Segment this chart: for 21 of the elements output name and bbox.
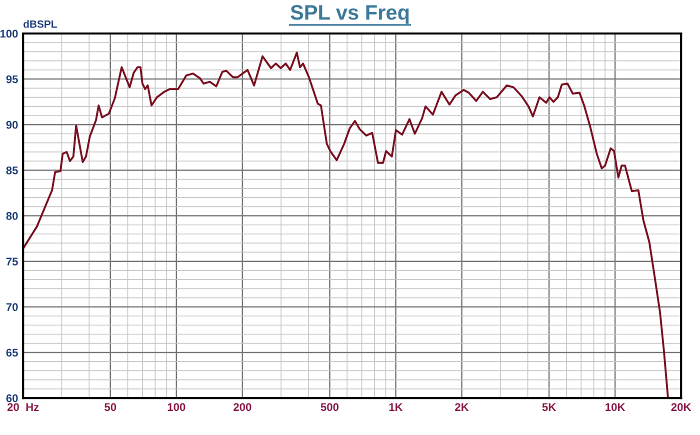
x-tick-label: 2K bbox=[455, 403, 469, 411]
x-tick-label: 50 bbox=[104, 403, 116, 412]
chart-title: SPL vs Freq bbox=[290, 5, 409, 24]
y-tick-label: 95 bbox=[6, 75, 18, 84]
x-tick-label: 500 bbox=[320, 403, 339, 412]
x-tick-label: 100 bbox=[168, 403, 186, 412]
y-tick-label: 80 bbox=[6, 212, 18, 220]
y-tick-label: 70 bbox=[6, 303, 18, 312]
x-tick-label: 10K bbox=[606, 403, 626, 412]
y-tick-label: 75 bbox=[6, 258, 18, 266]
y-tick-label: 85 bbox=[6, 166, 18, 174]
y-tick-label: 60 bbox=[6, 394, 18, 402]
y-tick-label: 90 bbox=[6, 120, 18, 129]
y-tick-label: 65 bbox=[6, 348, 18, 357]
x-tick-label: 20K bbox=[671, 403, 692, 412]
x-tick-label: 20 Hz bbox=[7, 403, 39, 412]
y-tick-label: 100 bbox=[0, 30, 18, 38]
x-tick-label: 5K bbox=[542, 403, 556, 412]
y-axis-title: dBSPL bbox=[24, 20, 57, 28]
x-tick-label: 1K bbox=[389, 403, 403, 411]
x-tick-label: 200 bbox=[234, 403, 252, 412]
